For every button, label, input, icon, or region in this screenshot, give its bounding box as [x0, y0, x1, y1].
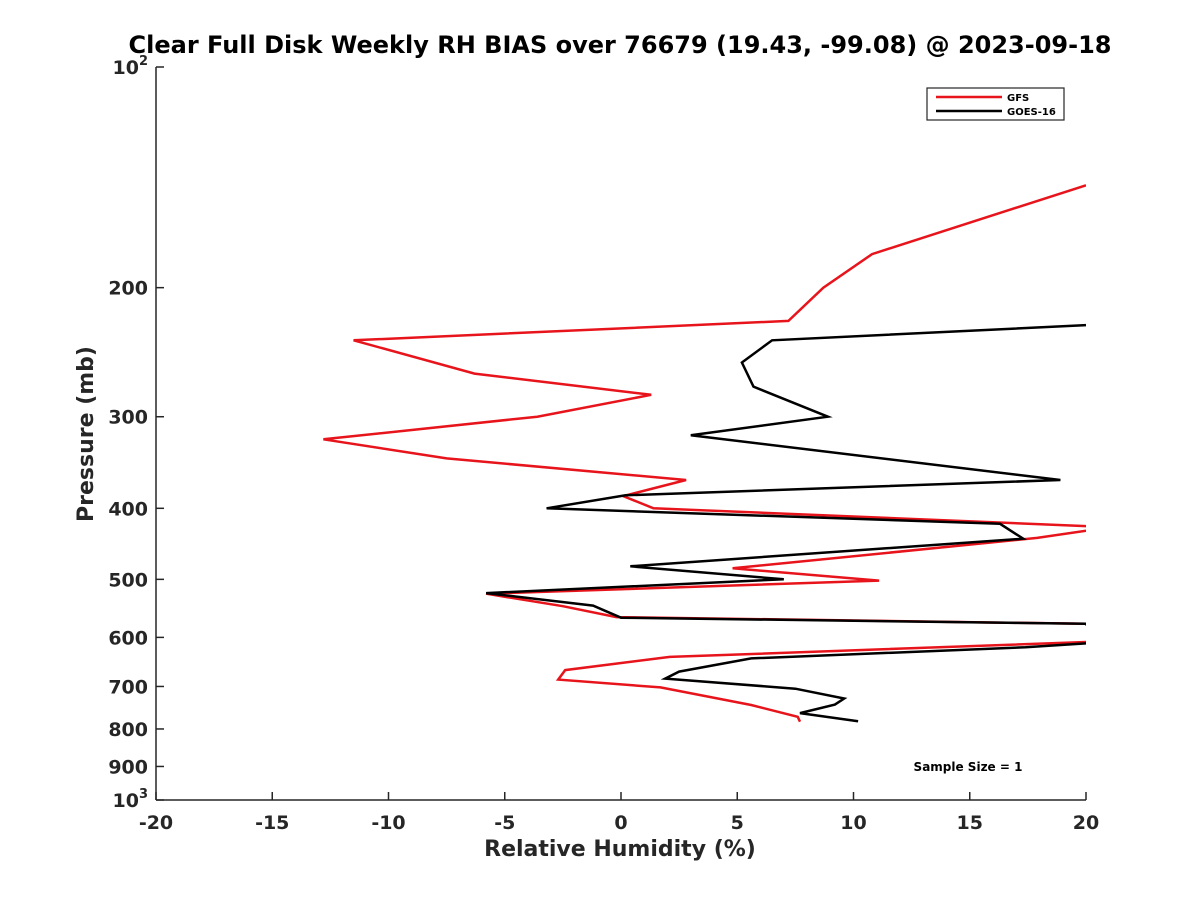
y-axis-label: Pressure (mb) [74, 346, 99, 522]
y-tick-label: 200 [108, 278, 148, 300]
y-tick-label-exponent: 3 [139, 787, 148, 802]
series-layer [323, 184, 1086, 723]
y-tick-label: 103 [113, 787, 149, 812]
y-tick-label: 600 [108, 627, 148, 649]
chart-title: Clear Full Disk Weekly RH BIAS over 7667… [129, 31, 1112, 59]
y-tick-label-base: 10 [113, 57, 139, 79]
series-line-goes16 [485, 323, 1086, 723]
legend-box [926, 87, 1065, 121]
y-tick-label: 700 [108, 676, 148, 698]
x-tick-label: 5 [731, 812, 744, 834]
x-tick-label: 10 [840, 812, 866, 834]
sample-size-annotation: Sample Size = 1 [914, 760, 1023, 774]
x-tick-label: 15 [957, 812, 983, 834]
y-tick-label: 400 [108, 498, 148, 520]
y-tick-label: 900 [108, 756, 148, 778]
y-tick-label-base: 600 [108, 627, 148, 649]
y-tick-label-base: 900 [108, 756, 148, 778]
y-tick-label: 300 [108, 407, 148, 429]
y-tick-label-base: 500 [108, 569, 148, 591]
x-tick-label: -15 [255, 812, 289, 834]
y-tick-label-base: 200 [108, 278, 148, 300]
x-tick-label: 20 [1073, 812, 1099, 834]
x-tick-label: -10 [371, 812, 405, 834]
x-ticks: -20 -15 -10 -5 0 5 10 15 20 [139, 792, 1099, 834]
legend: GFS GOES-16 [926, 87, 1065, 121]
legend-label-goes16: GOES-16 [1007, 107, 1056, 118]
y-tick-label-base: 800 [108, 719, 148, 741]
x-tick-label: 0 [614, 812, 627, 834]
y-tick-label: 800 [108, 719, 148, 741]
y-tick-label: 500 [108, 569, 148, 591]
y-tick-label-exponent: 2 [139, 54, 148, 69]
x-tick-label: -20 [139, 812, 173, 834]
y-tick-label: 102 [113, 54, 149, 79]
y-tick-label-base: 10 [113, 790, 139, 812]
x-axis-label: Relative Humidity (%) [484, 837, 756, 862]
y-tick-label-base: 400 [108, 498, 148, 520]
x-tick-label: -5 [494, 812, 515, 834]
y-tick-label-base: 300 [108, 407, 148, 429]
legend-label-gfs: GFS [1007, 93, 1029, 104]
y-tick-label-base: 700 [108, 676, 148, 698]
series-line-gfs [323, 184, 1086, 723]
